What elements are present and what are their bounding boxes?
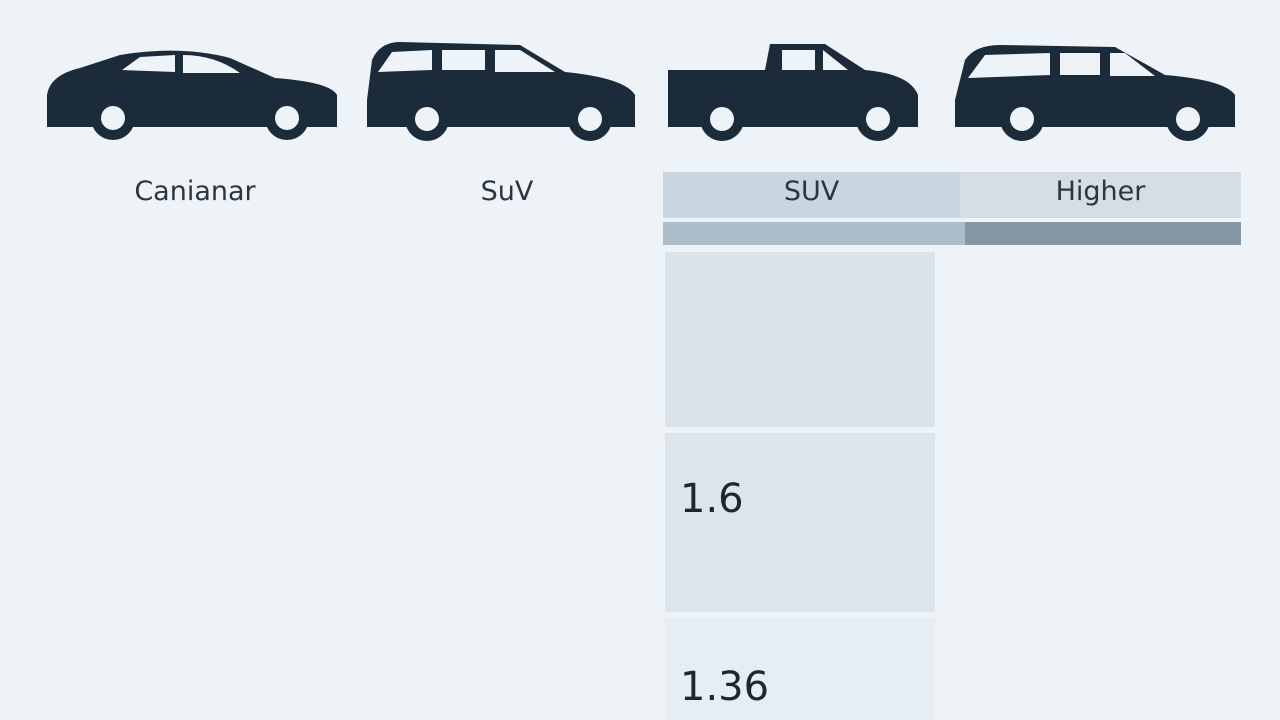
minivan-icon xyxy=(955,45,1235,141)
table-header: Higher xyxy=(1055,176,1146,207)
header-strip xyxy=(965,222,1241,245)
vehicle-label: SuV xyxy=(480,176,534,207)
cell-value: 1.36 xyxy=(680,664,770,710)
suv-icon xyxy=(367,42,635,141)
table-header: SUV xyxy=(783,176,840,207)
sedan-icon xyxy=(47,50,337,140)
table-cell xyxy=(665,618,935,720)
pickup-icon xyxy=(668,44,918,141)
table-header-cell xyxy=(663,172,960,218)
cell-value: 1.6 xyxy=(680,476,744,522)
vehicle-icons xyxy=(47,42,1235,141)
header-strip xyxy=(663,222,965,245)
table-cell xyxy=(665,252,935,427)
table-header-cell xyxy=(960,172,1241,218)
table-cell xyxy=(665,433,935,612)
vehicle-label: Canianar xyxy=(134,176,256,207)
